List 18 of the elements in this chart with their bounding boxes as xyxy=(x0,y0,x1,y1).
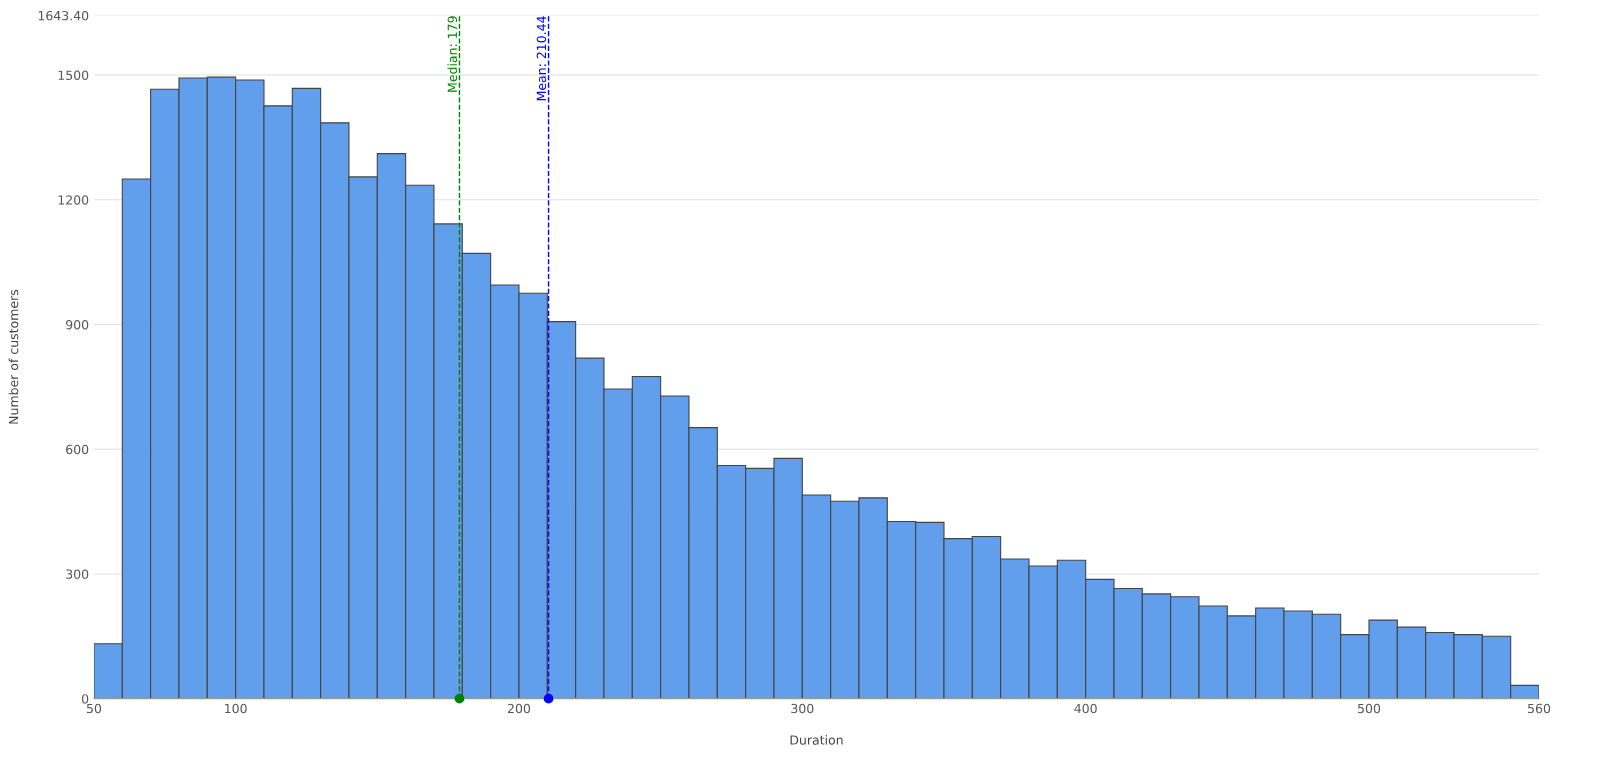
x-tick-label: 560 xyxy=(1528,703,1551,714)
x-axis-title: Duration xyxy=(790,735,843,745)
y-tick-label: 600 xyxy=(66,444,89,455)
y-tick-label: 0 xyxy=(81,694,89,704)
ref-line-label: Mean: 210.44 xyxy=(536,16,547,101)
x-tick-label: 300 xyxy=(791,703,814,714)
y-tick-label: 1500 xyxy=(58,70,89,80)
y-tick-label: 1643.40 xyxy=(38,10,89,21)
y-axis-title: Number of customers xyxy=(8,289,19,424)
x-tick-label: 400 xyxy=(1074,703,1097,714)
y-tick-label: 300 xyxy=(66,569,89,579)
y-tick-label: 900 xyxy=(66,319,89,330)
x-tick-label: 200 xyxy=(507,703,531,714)
x-tick-label: 500 xyxy=(1358,703,1381,714)
x-tick-label: 100 xyxy=(225,703,247,714)
y-tick-label: 1200 xyxy=(58,195,89,205)
ref-line-label: Median: 179 xyxy=(447,16,458,92)
x-tick-label: 50 xyxy=(86,703,102,714)
